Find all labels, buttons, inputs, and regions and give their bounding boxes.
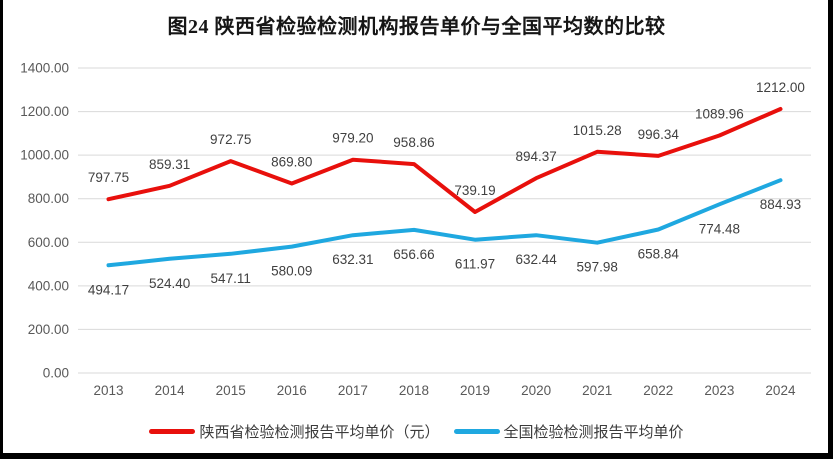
red-line-swatch-icon	[149, 429, 196, 434]
data-label: 869.80	[271, 155, 312, 170]
chart-title: 图24 陕西省检验检测机构报告单价与全国平均数的比较	[167, 16, 666, 38]
data-label: 1015.28	[573, 123, 622, 138]
y-tick-label: 400.00	[28, 278, 69, 293]
legend-label-shaanxi: 陕西省检验检测报告平均单价（元）	[199, 424, 440, 441]
x-tick-label: 2022	[643, 383, 673, 398]
y-tick-label: 800.00	[28, 191, 69, 206]
x-tick-label: 2023	[704, 383, 734, 398]
data-label: 797.75	[88, 170, 129, 185]
data-label: 494.17	[88, 282, 129, 297]
data-label: 547.11	[211, 271, 251, 286]
series-line-0	[106, 107, 783, 214]
x-tick-label: 2021	[582, 383, 612, 398]
y-tick-label: 1200.00	[20, 104, 69, 119]
x-tick-label: 2015	[216, 383, 246, 398]
series-line-1	[106, 178, 783, 268]
y-tick-label: 1400.00	[20, 61, 69, 76]
x-tick-label: 2019	[460, 383, 490, 398]
y-tick-label: 200.00	[28, 322, 69, 337]
data-label: 859.31	[149, 157, 190, 172]
legend-item-national: 全国检验检测报告平均单价	[453, 421, 684, 442]
data-label: 632.44	[515, 252, 557, 267]
chart-legend: 陕西省检验检测报告平均单价（元） 全国检验检测报告平均单价	[0, 421, 833, 442]
x-tick-label: 2018	[399, 383, 429, 398]
x-tick-label: 2020	[521, 383, 551, 398]
data-label: 658.84	[638, 246, 680, 261]
x-tick-label: 2017	[338, 383, 368, 398]
x-tick-label: 2014	[155, 383, 186, 398]
x-tick-label: 2016	[277, 383, 307, 398]
data-label: 1212.00	[756, 80, 805, 95]
data-label: 597.98	[577, 260, 618, 275]
data-label: 632.31	[332, 252, 373, 267]
data-label: 884.93	[760, 197, 801, 212]
data-label: 996.34	[638, 127, 680, 142]
data-label: 1089.96	[695, 107, 744, 122]
data-label: 524.40	[149, 276, 190, 291]
data-label: 656.66	[393, 247, 434, 262]
data-label: 611.97	[455, 257, 495, 272]
x-tick-label: 2024	[765, 383, 796, 398]
y-tick-label: 600.00	[28, 235, 69, 250]
data-label: 979.20	[332, 131, 373, 146]
y-tick-label: 0.00	[43, 366, 69, 381]
data-label: 580.09	[271, 264, 312, 279]
legend-label-national: 全国检验检测报告平均单价	[503, 424, 684, 441]
data-label: 958.86	[393, 135, 434, 150]
data-label: 894.37	[515, 149, 556, 164]
y-tick-label: 1000.00	[20, 148, 69, 163]
data-label: 972.75	[210, 132, 251, 147]
data-label: 774.48	[699, 221, 740, 236]
legend-item-shaanxi: 陕西省检验检测报告平均单价（元）	[149, 421, 440, 442]
blue-line-swatch-icon	[453, 429, 500, 434]
x-tick-label: 2013	[94, 383, 124, 398]
data-label: 739.19	[454, 183, 495, 198]
